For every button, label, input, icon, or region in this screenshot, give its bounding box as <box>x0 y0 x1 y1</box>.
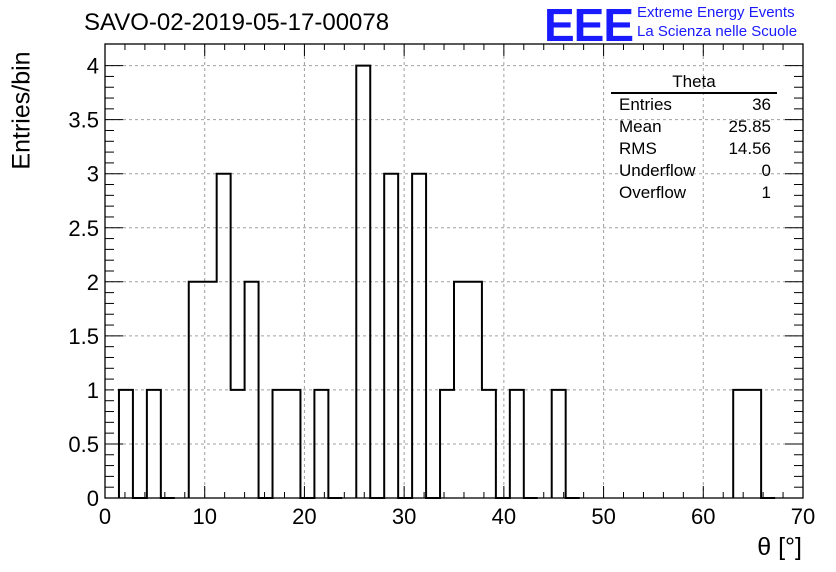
y-tick-label: 3.5 <box>68 108 99 133</box>
stats-value: 36 <box>752 95 771 114</box>
stats-row-entries: Entries 36 <box>611 94 777 116</box>
x-tick-label: 10 <box>192 504 216 529</box>
x-axis-label: θ [°] <box>757 533 802 561</box>
stats-row-underflow: Underflow 0 <box>611 160 777 182</box>
stats-value: 14.56 <box>728 139 771 158</box>
stats-row-overflow: Overflow 1 <box>611 182 777 204</box>
stats-label: Underflow <box>619 161 696 180</box>
y-tick-label: 3 <box>87 162 99 187</box>
x-tick-label: 50 <box>591 504 615 529</box>
y-tick-label: 1.5 <box>68 324 99 349</box>
y-tick-label: 2 <box>87 270 99 295</box>
y-tick-label: 2.5 <box>68 216 99 241</box>
y-tick-label: 1 <box>87 378 99 403</box>
stats-label: Entries <box>619 95 672 114</box>
x-tick-label: 60 <box>691 504 715 529</box>
histogram-outline <box>117 64 776 499</box>
logo-caption: Extreme Energy Events La Scienza nelle S… <box>637 3 797 41</box>
stats-row-mean: Mean 25.85 <box>611 116 777 138</box>
stats-row-rms: RMS 14.56 <box>611 138 777 160</box>
chart-title: SAVO-02-2019-05-17-00078 <box>84 9 390 36</box>
x-tick-label: 20 <box>292 504 316 529</box>
y-tick-label: 0.5 <box>68 432 99 457</box>
y-tick-label: 4 <box>87 54 99 79</box>
stats-value: 25.85 <box>728 117 771 136</box>
stats-label: Overflow <box>619 183 687 202</box>
x-tick-label: 30 <box>392 504 416 529</box>
x-tick-label: 0 <box>99 504 111 529</box>
plot-frame <box>104 43 804 499</box>
histogram-bar <box>217 174 231 498</box>
y-axis-label: Entries/bin <box>7 51 36 170</box>
stats-value: 0 <box>761 161 771 180</box>
histogram-bar <box>384 174 398 498</box>
stats-value: 1 <box>761 183 771 202</box>
stats-label: RMS <box>619 139 657 158</box>
stats-box: Theta Entries 36 Mean 25.85 RMS 14.56 Un… <box>611 72 777 204</box>
logo-caption-line1: Extreme Energy Events <box>637 4 795 21</box>
stats-box-title: Theta <box>611 72 777 94</box>
x-tick-label: 70 <box>791 504 815 529</box>
stats-label: Mean <box>619 117 662 136</box>
eee-logo: EEE <box>544 0 634 51</box>
x-tick-label: 40 <box>492 504 516 529</box>
y-tick-label: 0 <box>87 486 99 511</box>
logo-caption-line2: La Scienza nelle Scuole <box>637 23 798 40</box>
